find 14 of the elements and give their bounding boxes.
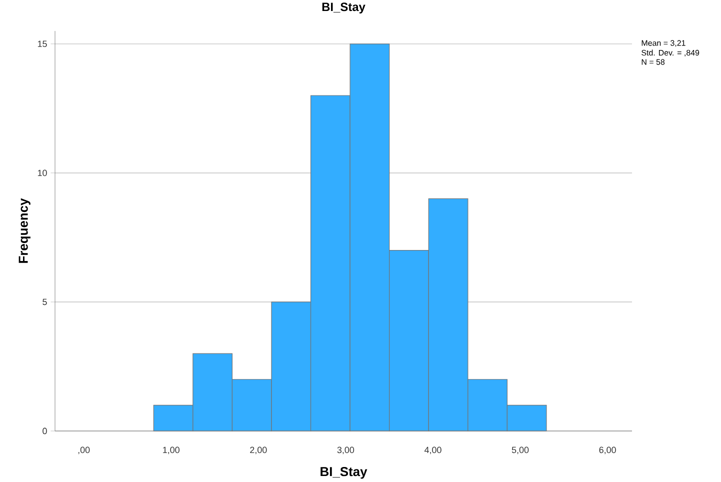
chart-title: BI_Stay	[322, 2, 366, 14]
y-tick-label: 10	[38, 170, 47, 176]
x-tick-label: 2,00	[250, 446, 267, 454]
x-tick-label: 5,00	[512, 446, 529, 454]
x-axis-title: BI_Stay	[320, 467, 368, 479]
x-tick-label: 4,00	[424, 446, 442, 454]
x-tick-label: 6,00	[599, 446, 616, 454]
y-tick-label: 5	[42, 298, 47, 306]
x-tick-label: 3,00	[337, 446, 354, 454]
x-tick-label: 1,00	[163, 446, 180, 454]
y-tick-label: 15	[38, 40, 47, 48]
y-tick-label: 0	[42, 428, 47, 434]
y-axis-title: Frequency	[18, 198, 30, 263]
x-tick-label: ,00	[78, 446, 90, 454]
